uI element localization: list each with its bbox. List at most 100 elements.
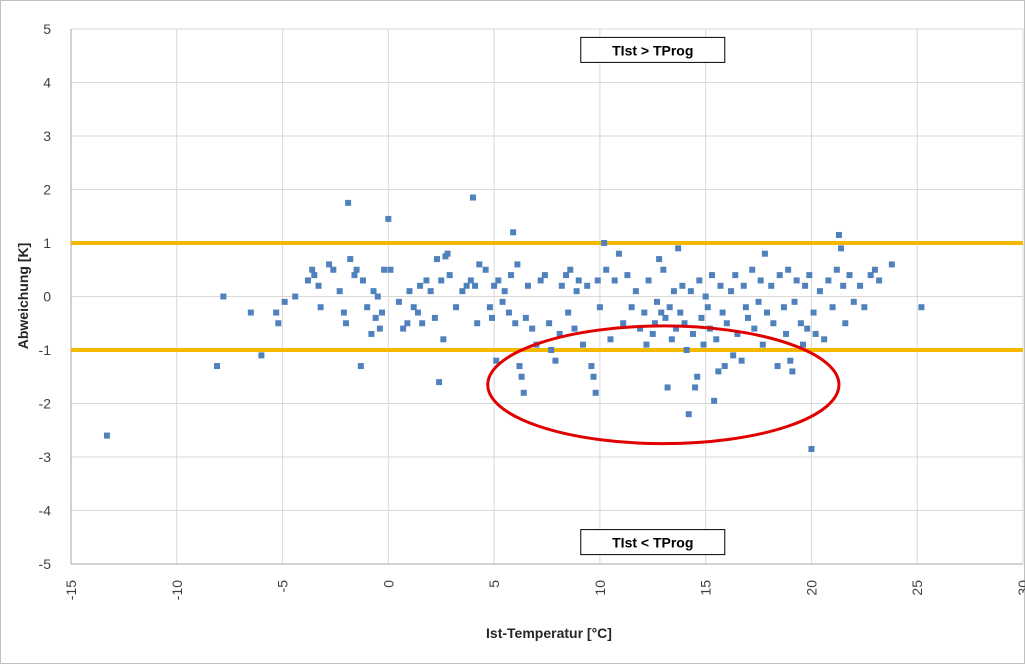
data-point: [556, 330, 563, 337]
data-point: [793, 277, 800, 284]
data-point: [799, 341, 806, 348]
y-tick-labels: 5 4 3 2 1 0 -1 -2 -3 -4 -5: [39, 21, 52, 572]
data-point: [594, 277, 601, 284]
data-point: [357, 363, 364, 370]
data-point: [522, 314, 529, 321]
data-point: [804, 325, 811, 332]
data-point: [711, 397, 718, 404]
data-point: [668, 336, 675, 343]
data-point: [529, 325, 536, 332]
data-point: [493, 357, 500, 364]
highlight-layer: [486, 324, 841, 446]
y-tick-label: 1: [43, 235, 51, 251]
data-point: [476, 261, 483, 268]
data-point: [467, 277, 474, 284]
data-point: [770, 320, 777, 327]
data-point: [842, 320, 849, 327]
data-point: [433, 256, 440, 263]
data-point: [673, 325, 680, 332]
data-point: [370, 288, 377, 295]
data-point: [345, 199, 352, 206]
data-point: [103, 432, 110, 439]
data-point: [469, 194, 476, 201]
data-point: [438, 277, 445, 284]
data-point: [311, 272, 318, 279]
data-points: [103, 194, 925, 452]
annotation-border: [580, 36, 726, 63]
data-point: [757, 277, 764, 284]
data-point: [247, 309, 254, 316]
data-point: [713, 336, 720, 343]
data-point: [694, 373, 701, 380]
x-tick-label: 10: [592, 580, 608, 596]
data-point: [596, 304, 603, 311]
data-point: [463, 282, 470, 289]
data-point: [281, 298, 288, 305]
data-point: [654, 298, 661, 305]
data-point: [444, 250, 451, 257]
y-tick-label: -2: [39, 396, 52, 412]
data-point: [571, 325, 578, 332]
data-point: [423, 277, 430, 284]
data-point: [816, 288, 823, 295]
data-point: [427, 288, 434, 295]
data-point: [275, 320, 282, 327]
data-point: [516, 363, 523, 370]
data-point: [537, 277, 544, 284]
data-point: [871, 266, 878, 273]
data-point: [317, 304, 324, 311]
x-tick-label: 20: [803, 580, 819, 596]
data-point: [518, 373, 525, 380]
y-tick-label: -1: [39, 342, 52, 358]
data-point: [675, 245, 682, 252]
data-point: [431, 314, 438, 321]
data-point: [683, 347, 690, 353]
data-point: [611, 277, 618, 284]
data-point: [700, 341, 707, 348]
data-point: [374, 293, 381, 300]
data-point: [326, 261, 333, 268]
data-point: [258, 352, 265, 359]
data-point: [378, 309, 385, 316]
data-point: [387, 266, 394, 273]
data-point: [761, 250, 768, 257]
data-point: [846, 272, 853, 279]
data-point: [692, 384, 699, 391]
data-point: [573, 288, 580, 295]
data-point: [575, 277, 582, 284]
data-point: [829, 304, 836, 311]
data-point: [603, 266, 610, 273]
data-point: [850, 298, 857, 305]
data-point: [783, 330, 790, 337]
data-point: [785, 266, 792, 273]
data-point: [376, 325, 383, 332]
data-point: [791, 298, 798, 305]
data-point: [740, 282, 747, 289]
y-tick-label: -3: [39, 449, 52, 465]
data-point: [406, 288, 413, 295]
data-point: [637, 325, 644, 332]
x-tick-label: -15: [63, 580, 79, 600]
data-point: [410, 304, 417, 311]
data-point: [213, 363, 220, 370]
data-point: [696, 277, 703, 284]
data-point: [417, 282, 424, 289]
data-point: [508, 272, 515, 279]
data-point: [888, 261, 895, 268]
data-point: [717, 282, 724, 289]
data-point: [512, 320, 519, 327]
data-point: [336, 288, 343, 295]
data-point: [459, 288, 466, 295]
x-tick-label: 5: [486, 580, 502, 588]
data-point: [732, 272, 739, 279]
data-point: [774, 363, 781, 370]
y-axis-title: Abweichung [K]: [15, 243, 31, 350]
data-point: [660, 266, 667, 273]
data-point: [495, 277, 502, 284]
data-point: [368, 330, 375, 337]
data-point: [918, 304, 925, 311]
data-point: [840, 282, 847, 289]
data-point: [810, 309, 817, 316]
data-point: [768, 282, 775, 289]
